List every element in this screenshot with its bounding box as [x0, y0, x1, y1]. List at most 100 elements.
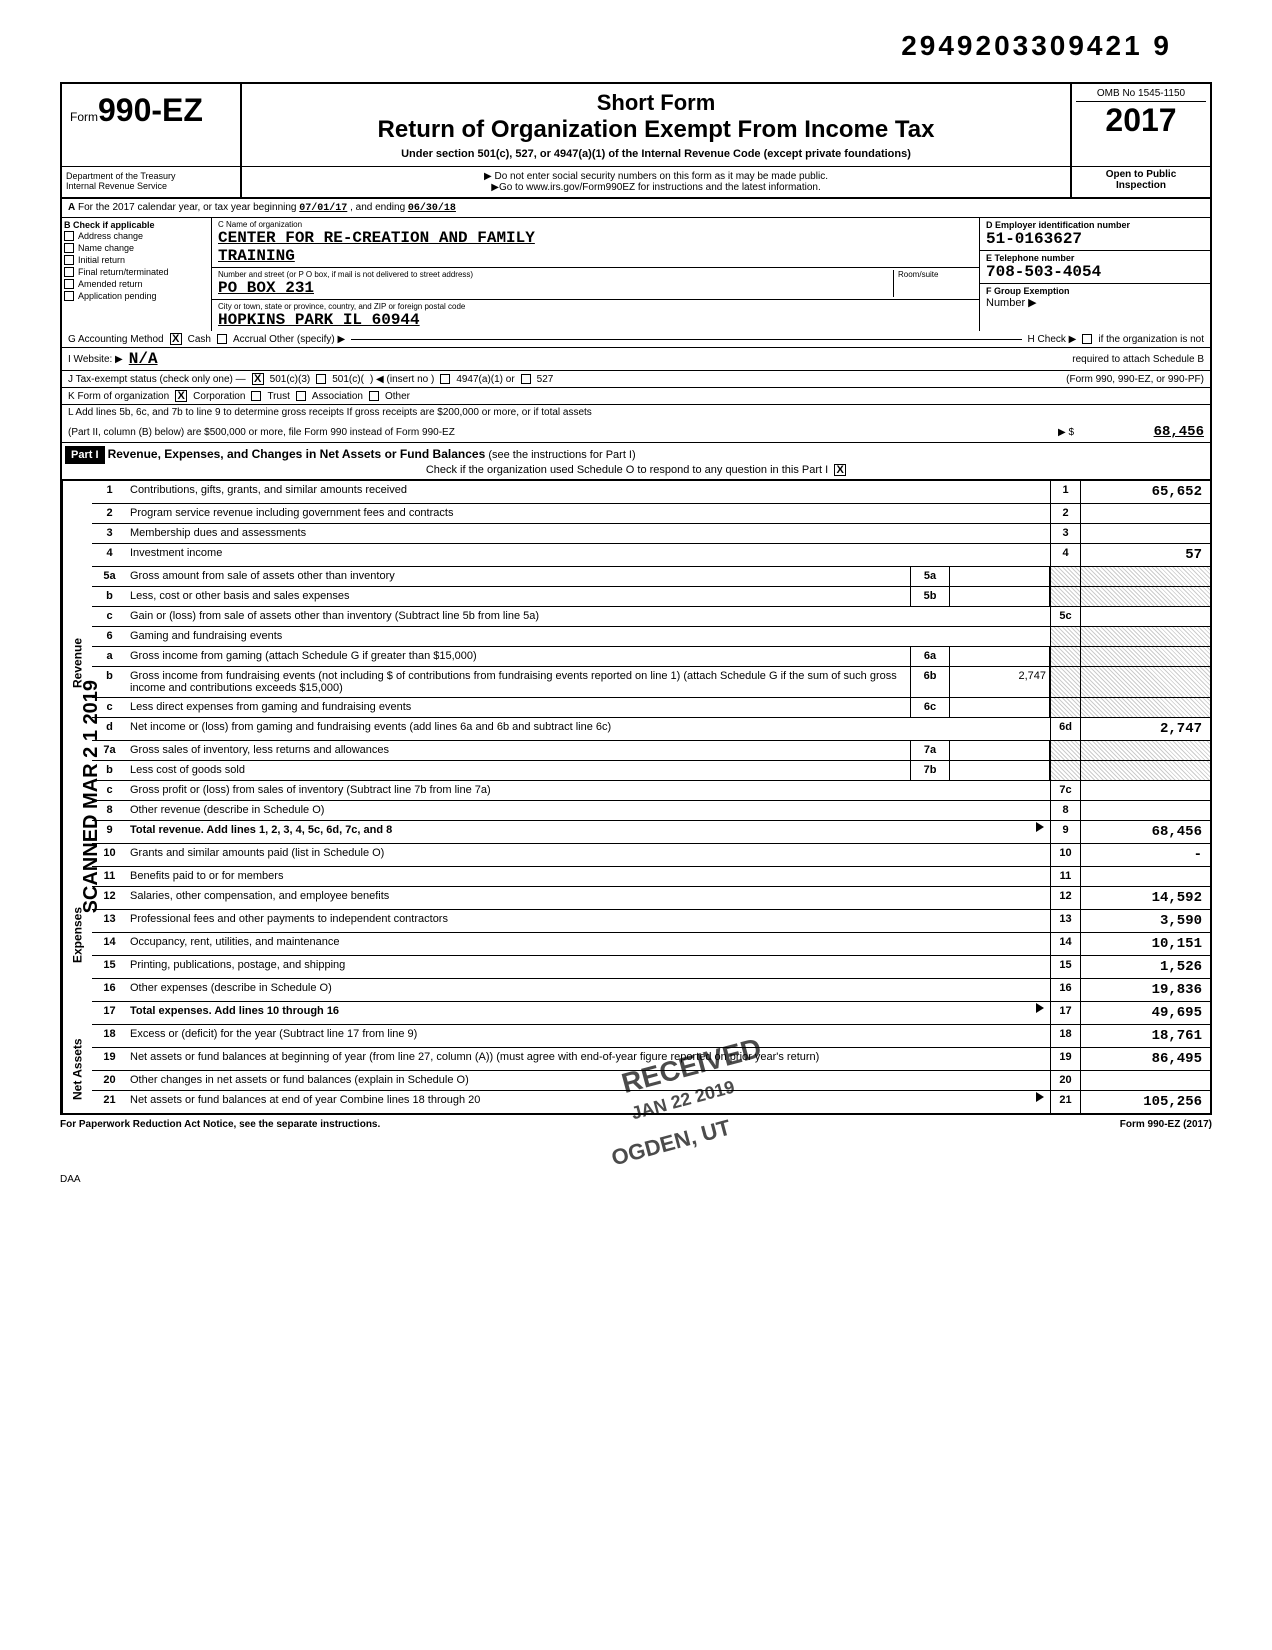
501c-checkbox[interactable]	[316, 374, 326, 384]
line-6a-sub: 6a	[910, 647, 950, 666]
dept-row: Department of the Treasury Internal Reve…	[60, 166, 1212, 199]
arrow-icon	[1036, 822, 1044, 832]
form-version: Form 990-EZ (2017)	[1120, 1119, 1212, 1130]
line-h-checkbox[interactable]	[1082, 334, 1092, 344]
goto-text: ▶Go to www.irs.gov/Form990EZ for instruc…	[246, 182, 1066, 193]
phone-label: E Telephone number	[986, 253, 1204, 263]
subtitle: Under section 501(c), 527, or 4947(a)(1)…	[248, 148, 1064, 160]
line-14-desc: Occupancy, rent, utilities, and maintena…	[127, 933, 1050, 955]
line-6a-desc: Gross income from gaming (attach Schedul…	[127, 647, 910, 666]
line-11-desc: Benefits paid to or for members	[127, 867, 1050, 886]
line-2-desc: Program service revenue including govern…	[127, 504, 1050, 523]
line-4-desc: Investment income	[127, 544, 1050, 566]
line-l: L Add lines 5b, 6c, and 7b to line 9 to …	[60, 405, 1212, 443]
line-16-val: 19,836	[1080, 979, 1210, 1001]
line-15-desc: Printing, publications, postage, and shi…	[127, 956, 1050, 978]
line-21-val: 105,256	[1080, 1091, 1210, 1113]
line-k: K Form of organization X Corporation Tru…	[60, 388, 1212, 405]
inspection-box: Open to Public Inspection	[1070, 167, 1210, 197]
line-a: A For the 2017 calendar year, or tax yea…	[60, 199, 1212, 218]
ein-value: 51-0163627	[986, 230, 1204, 248]
form-number: 990-EZ	[98, 92, 203, 128]
line-6d-desc: Net income or (loss) from gaming and fun…	[127, 718, 1050, 740]
501c3-checkbox[interactable]: X	[252, 373, 264, 385]
line-4-val: 57	[1080, 544, 1210, 566]
group-exemption-number: Number ▶	[986, 296, 1204, 309]
website-value: N/A	[129, 350, 158, 368]
line-6b-desc: Gross income from fundraising events (no…	[127, 667, 910, 697]
4947-checkbox[interactable]	[440, 374, 450, 384]
corp-checkbox[interactable]: X	[175, 390, 187, 402]
instructions-box: ▶ Do not enter social security numbers o…	[242, 167, 1070, 197]
line-g-label: G Accounting Method	[68, 334, 164, 345]
accrual-checkbox[interactable]	[217, 334, 227, 344]
city-label: City or town, state or province, country…	[218, 302, 973, 311]
line-6b-sub: 6b	[910, 667, 950, 697]
line-12-desc: Salaries, other compensation, and employ…	[127, 887, 1050, 909]
line-5a-desc: Gross amount from sale of assets other t…	[127, 567, 910, 586]
501c-label2: ) ◀ (insert no )	[370, 374, 434, 385]
assoc-checkbox[interactable]	[296, 391, 306, 401]
trust-checkbox[interactable]	[251, 391, 261, 401]
line-3-val	[1080, 524, 1210, 543]
line-19-val: 86,495	[1080, 1048, 1210, 1070]
initial-return-label: Initial return	[78, 255, 125, 265]
line-9-val: 68,456	[1080, 821, 1210, 843]
main-title: Return of Organization Exempt From Incom…	[248, 116, 1064, 144]
line-20-desc: Other changes in net assets or fund bala…	[127, 1071, 1050, 1090]
daa-label: DAA	[60, 1174, 1212, 1185]
line-7b-desc: Less cost of goods sold	[127, 761, 910, 780]
final-return-label: Final return/terminated	[78, 267, 169, 277]
address-change-checkbox[interactable]	[64, 231, 74, 241]
cash-checkbox[interactable]: X	[170, 333, 182, 345]
line-9-desc: Total revenue. Add lines 1, 2, 3, 4, 5c,…	[127, 821, 1030, 843]
tax-year-begin: 07/01/17	[299, 203, 347, 214]
right-info-column: D Employer identification number 51-0163…	[980, 218, 1210, 331]
line-5b-subval	[950, 587, 1050, 606]
paperwork-notice: For Paperwork Reduction Act Notice, see …	[60, 1119, 380, 1130]
line-a-text: For the 2017 calendar year, or tax year …	[78, 202, 296, 213]
schedule-o-note: Check if the organization used Schedule …	[426, 464, 828, 476]
final-return-checkbox[interactable]	[64, 267, 74, 277]
part-1-header: Part I Revenue, Expenses, and Changes in…	[60, 443, 1212, 481]
line-l-text1: L Add lines 5b, 6c, and 7b to line 9 to …	[68, 407, 592, 418]
address-change-label: Address change	[78, 231, 143, 241]
initial-return-checkbox[interactable]	[64, 255, 74, 265]
501c-label: 501(c)(	[332, 374, 364, 385]
527-checkbox[interactable]	[521, 374, 531, 384]
part-1-note: (see the instructions for Part I)	[488, 449, 635, 461]
line-g: G Accounting Method X Cash Accrual Other…	[60, 331, 1212, 348]
ein-label: D Employer identification number	[986, 220, 1204, 230]
line-17-desc: Total expenses. Add lines 10 through 16	[127, 1002, 1030, 1024]
line-1-val: 65,652	[1080, 481, 1210, 503]
527-label: 527	[537, 374, 554, 385]
line-14-val: 10,151	[1080, 933, 1210, 955]
other-label: Other	[385, 391, 410, 402]
line-15-val: 1,526	[1080, 956, 1210, 978]
other-checkbox[interactable]	[369, 391, 379, 401]
section-b-header: B Check if applicable	[64, 220, 209, 230]
assoc-label: Association	[312, 391, 363, 402]
line-5c-desc: Gain or (loss) from sale of assets other…	[127, 607, 1050, 626]
title-box: Short Form Return of Organization Exempt…	[242, 84, 1070, 166]
line-h-text: if the organization is not	[1098, 334, 1204, 345]
line-8-desc: Other revenue (describe in Schedule O)	[127, 801, 1050, 820]
line-10-val: -	[1080, 844, 1210, 866]
omb-number: OMB No 1545-1150	[1076, 88, 1206, 102]
amended-return-label: Amended return	[78, 279, 143, 289]
expenses-table: Expenses 10Grants and similar amounts pa…	[60, 844, 1212, 1025]
irs-label: Internal Revenue Service	[66, 181, 236, 191]
501c3-label: 501(c)(3)	[270, 374, 311, 385]
amended-return-checkbox[interactable]	[64, 279, 74, 289]
tax-year-end: 06/30/18	[408, 203, 456, 214]
schedule-o-checkbox[interactable]: X	[834, 464, 846, 476]
line-5a-sub: 5a	[910, 567, 950, 586]
line-5b-desc: Less, cost or other basis and sales expe…	[127, 587, 910, 606]
open-public: Open to Public	[1074, 169, 1208, 180]
application-pending-checkbox[interactable]	[64, 291, 74, 301]
gross-receipts-value: 68,456	[1074, 424, 1204, 440]
line-17-val: 49,695	[1080, 1002, 1210, 1024]
name-change-checkbox[interactable]	[64, 243, 74, 253]
line-18-val: 18,761	[1080, 1025, 1210, 1047]
line-10-desc: Grants and similar amounts paid (list in…	[127, 844, 1050, 866]
